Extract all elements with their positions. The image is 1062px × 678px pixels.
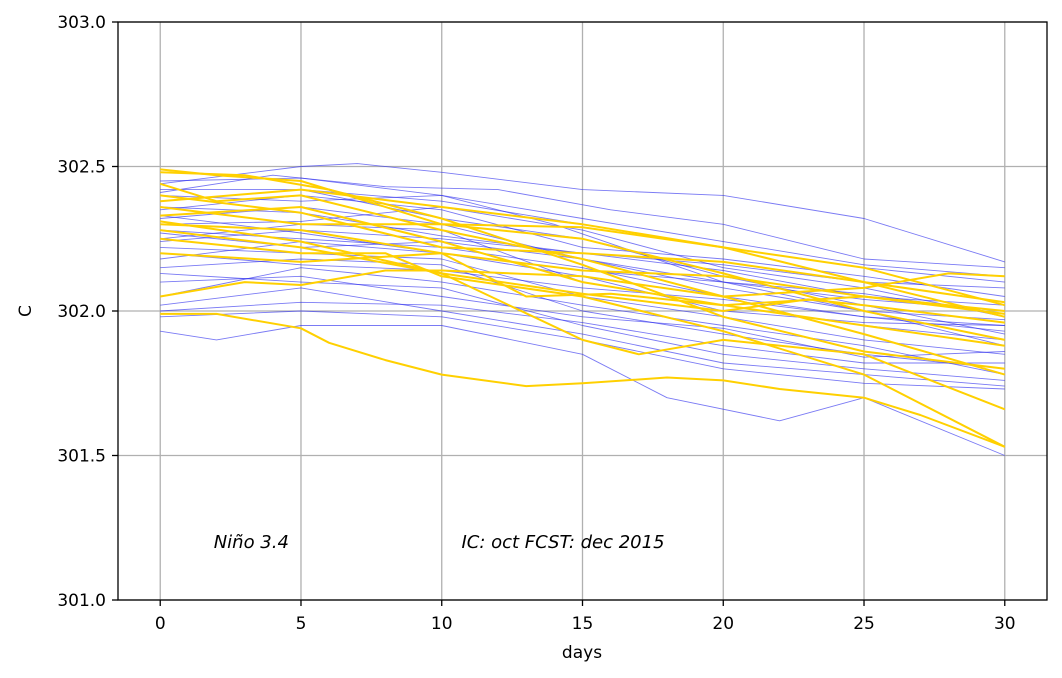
y-axis-label: C [16, 305, 36, 317]
y-tick-label: 301.0 [57, 591, 106, 611]
blue-series-line [160, 174, 1005, 269]
x-tick-label: 25 [853, 614, 875, 634]
gold-series-line [160, 220, 1005, 324]
gold-series-line [160, 188, 1005, 304]
annotation-text: Niño 3.4 [214, 532, 289, 553]
annotations: Niño 3.4 IC: oct FCST: dec 2015 [214, 532, 665, 553]
gold-series-line [160, 269, 1005, 298]
gold-series-line [160, 312, 1006, 448]
x-tick-label: 30 [994, 614, 1016, 634]
gold-series-line [160, 171, 1005, 370]
gold-series-group [159, 168, 1006, 448]
blue-series-line [160, 252, 1005, 326]
y-tick-label: 301.5 [57, 447, 106, 467]
axis-ticks [112, 21, 1006, 606]
y-tick-label: 302.5 [57, 158, 106, 178]
x-tick-labels: 0 5 10 15 20 25 30 [155, 614, 1016, 634]
annotation-text: IC: oct FCST: dec 2015 [461, 532, 664, 553]
gold-series-line [160, 237, 1006, 448]
blue-series-line [160, 275, 1005, 358]
gold-series-line [159, 182, 1006, 376]
blue-series-line [160, 301, 1005, 364]
y-tick-labels: 301.0 301.5 302.0 302.5 303.0 [57, 13, 106, 611]
x-tick-label: 5 [296, 614, 307, 634]
gold-series-line [160, 168, 1006, 341]
blue-series-line [160, 325, 1005, 456]
blue-series-line [160, 177, 1005, 277]
blue-series-line [160, 163, 1005, 263]
x-tick-label: 0 [155, 614, 166, 634]
gold-series-line [160, 229, 1006, 411]
gold-series-line [160, 206, 1006, 307]
gold-series-line [160, 206, 1005, 347]
x-tick-label: 10 [431, 614, 453, 634]
x-tick-label: 20 [712, 614, 734, 634]
y-tick-label: 303.0 [57, 13, 106, 33]
blue-series-line [160, 267, 1005, 376]
blue-series-line [160, 272, 1005, 381]
x-axis-label: days [562, 643, 602, 663]
x-tick-label: 15 [572, 614, 594, 634]
y-tick-label: 302.0 [57, 302, 106, 322]
gold-series-line [160, 252, 1005, 315]
